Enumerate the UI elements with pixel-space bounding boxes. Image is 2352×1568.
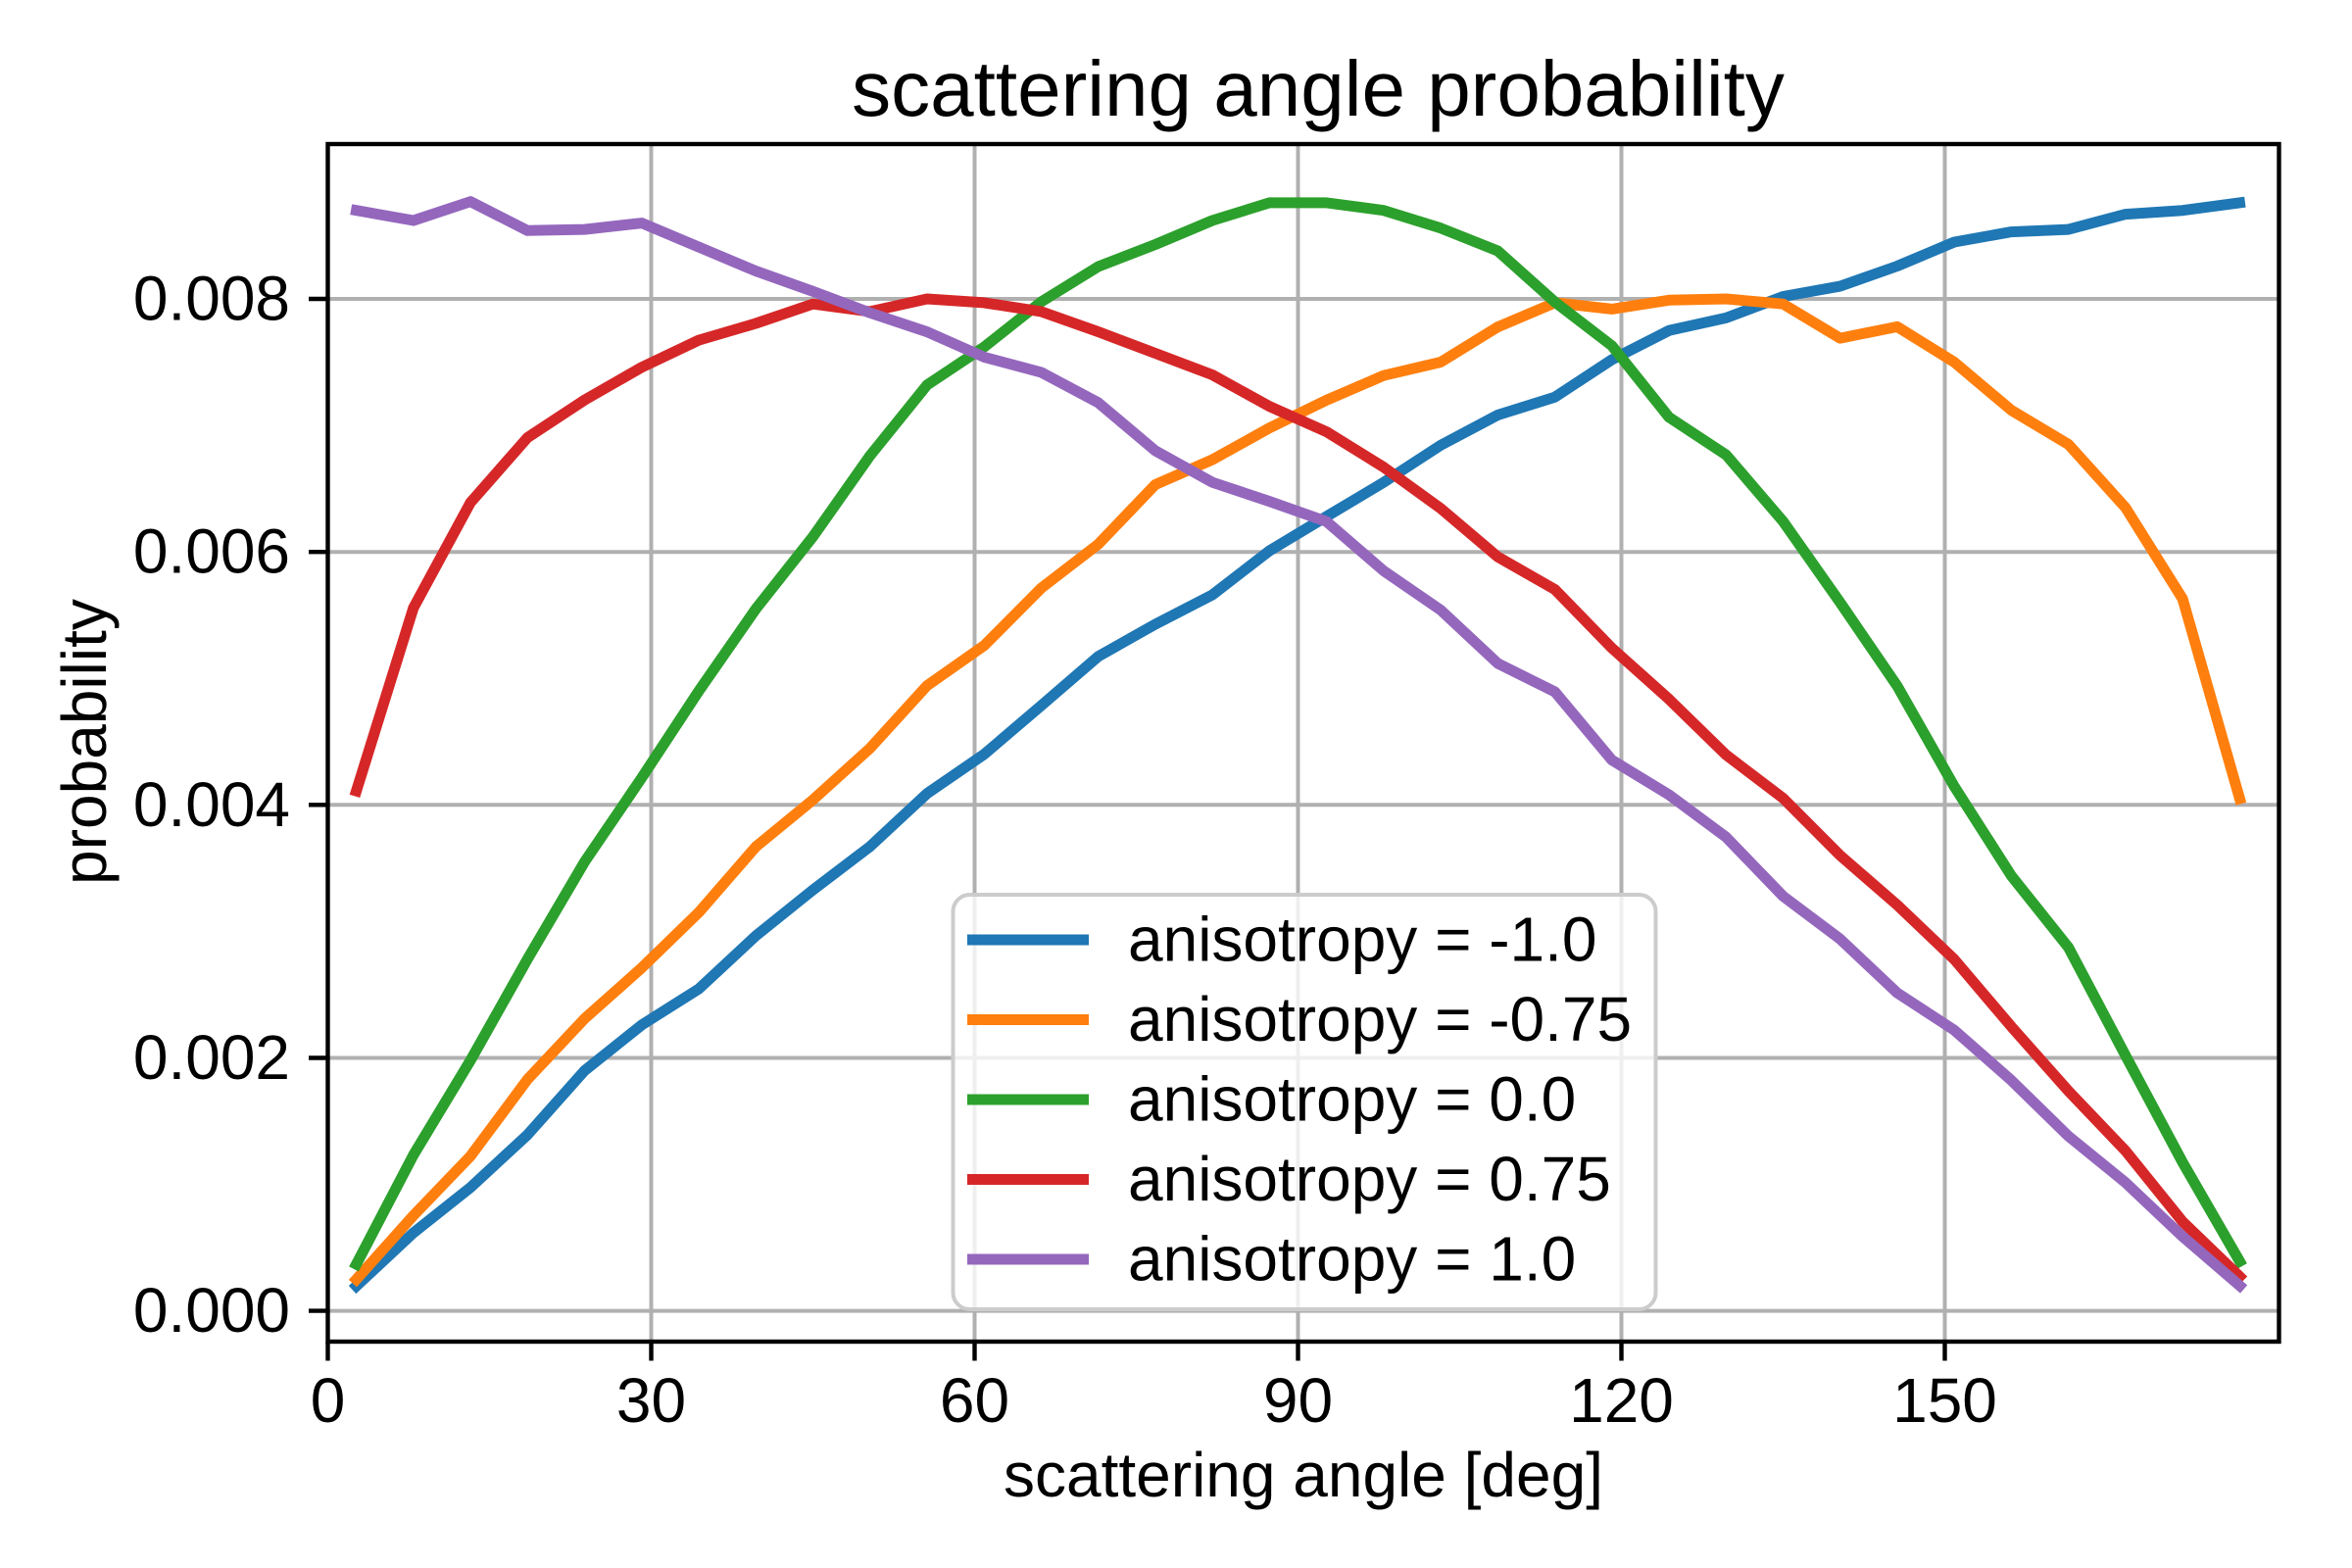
svg-text:scattering angle [deg]: scattering angle [deg] <box>1004 1440 1603 1510</box>
svg-text:150: 150 <box>1892 1365 1997 1436</box>
svg-text:0.006: 0.006 <box>133 516 290 587</box>
svg-text:anisotropy = 0.75: anisotropy = 0.75 <box>1128 1144 1611 1214</box>
svg-text:90: 90 <box>1263 1365 1333 1436</box>
svg-text:30: 30 <box>616 1365 686 1436</box>
svg-text:0.008: 0.008 <box>133 264 290 334</box>
svg-text:anisotropy = 0.0: anisotropy = 0.0 <box>1128 1064 1576 1135</box>
svg-text:0.004: 0.004 <box>133 769 290 840</box>
svg-text:probability: probability <box>49 599 120 885</box>
svg-text:0: 0 <box>311 1365 346 1436</box>
svg-text:60: 60 <box>940 1365 1009 1436</box>
svg-text:anisotropy = 1.0: anisotropy = 1.0 <box>1128 1224 1576 1295</box>
svg-text:anisotropy = -1.0: anisotropy = -1.0 <box>1128 905 1597 975</box>
svg-text:0.002: 0.002 <box>133 1022 290 1093</box>
svg-text:0.000: 0.000 <box>133 1275 290 1346</box>
svg-text:scattering angle probability: scattering angle probability <box>852 45 1785 132</box>
svg-text:120: 120 <box>1569 1365 1674 1436</box>
svg-text:anisotropy = -0.75: anisotropy = -0.75 <box>1128 984 1632 1054</box>
